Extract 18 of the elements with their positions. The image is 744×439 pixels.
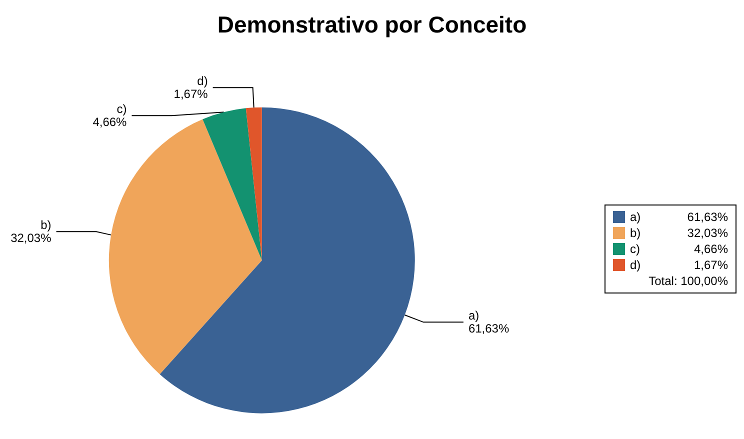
legend-label: c): [630, 242, 640, 256]
legend-label: b): [630, 226, 641, 240]
text: 4,66%: [694, 242, 728, 256]
slice-label: d): [197, 74, 208, 88]
text: 32,03%: [687, 226, 728, 240]
text: 61,63%: [687, 210, 728, 224]
chart-title: Demonstrativo por Conceito: [217, 12, 527, 38]
slice-label: a): [468, 308, 480, 323]
data-label: 61,63%: [468, 322, 510, 336]
data-label: 1,67%: [174, 87, 208, 102]
legend-label: d): [630, 258, 641, 272]
slice-label: c): [116, 102, 127, 116]
data-label: 32,03%: [10, 231, 52, 246]
slice-label: b): [40, 218, 52, 232]
legend-label: a): [630, 210, 641, 224]
text: Total: 100,00%: [648, 274, 728, 288]
text: 1,67%: [694, 258, 728, 272]
data-label: 4,66%: [92, 115, 128, 130]
